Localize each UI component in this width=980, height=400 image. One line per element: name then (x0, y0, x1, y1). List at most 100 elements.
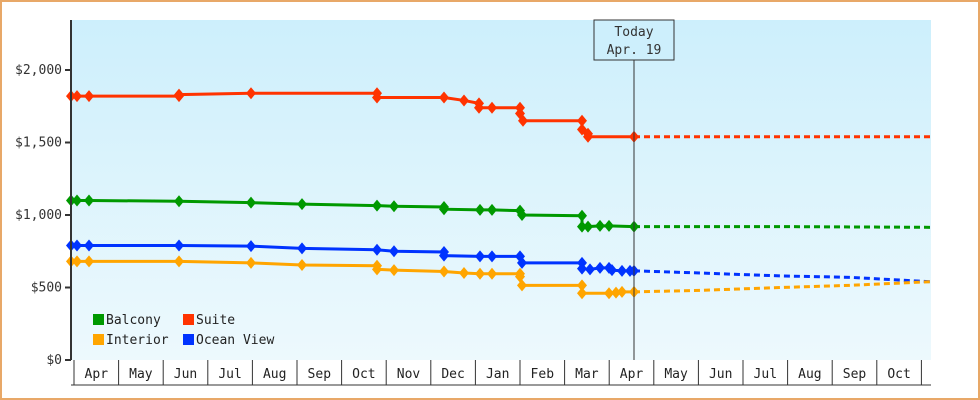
series-balcony (66, 194, 931, 233)
data-point[interactable] (577, 279, 587, 292)
data-point[interactable] (297, 242, 307, 255)
data-point[interactable] (174, 88, 184, 101)
data-point[interactable] (517, 256, 527, 269)
data-point[interactable] (604, 219, 614, 232)
data-point[interactable] (372, 199, 382, 212)
data-point[interactable] (246, 240, 256, 253)
month-label: Nov (397, 367, 421, 382)
month-label: Jul (218, 367, 241, 382)
today-marker: Today Apr. 19 (593, 19, 675, 360)
y-axis: $0 $500 $1,000 $1,500 $2,000 (15, 20, 72, 368)
legend-label: Interior (106, 333, 169, 348)
data-point[interactable] (174, 195, 184, 208)
plot-area (71, 20, 931, 360)
legend-item-interior[interactable]: Interior (93, 333, 169, 348)
legend-swatch (183, 334, 194, 345)
data-point[interactable] (84, 239, 94, 252)
data-point[interactable] (84, 194, 94, 207)
data-point[interactable] (439, 203, 449, 216)
legend-swatch (93, 314, 104, 325)
month-label: Sep (843, 367, 867, 382)
legend-item-balcony[interactable]: Balcony (93, 313, 161, 328)
legend-item-suite[interactable]: Suite (183, 313, 235, 328)
legend-label: Ocean View (196, 333, 274, 348)
data-point[interactable] (517, 279, 527, 292)
x-axis: Apr May Jun Jul Aug Sep Oct Nov Dec Jan Feb Mar Apr M… (71, 360, 931, 386)
month-label: Oct (887, 367, 910, 382)
data-point[interactable] (439, 91, 449, 104)
data-point[interactable] (585, 263, 595, 276)
data-point[interactable] (517, 209, 527, 221)
data-point[interactable] (617, 285, 627, 298)
y-tick-label: $500 (31, 281, 62, 296)
data-point[interactable] (487, 101, 497, 114)
month-label: Aug (798, 367, 821, 382)
data-point[interactable] (72, 255, 82, 268)
data-point[interactable] (577, 262, 587, 275)
data-point[interactable] (475, 267, 485, 280)
data-point[interactable] (459, 267, 469, 279)
data-point[interactable] (583, 220, 593, 233)
data-point[interactable] (389, 200, 399, 213)
data-point[interactable] (577, 209, 587, 222)
data-point[interactable] (474, 101, 484, 114)
data-point[interactable] (617, 264, 627, 277)
month-label: Jan (486, 367, 509, 382)
data-point[interactable] (604, 287, 614, 300)
data-point[interactable] (246, 196, 256, 209)
data-point[interactable] (611, 286, 621, 299)
data-point[interactable] (487, 250, 497, 263)
legend-swatch (183, 314, 194, 325)
month-label: Apr (620, 367, 644, 382)
month-label: Mar (575, 367, 599, 382)
data-point[interactable] (84, 90, 94, 103)
data-point[interactable] (577, 220, 587, 233)
data-point[interactable] (72, 239, 82, 252)
y-tick-label: $2,000 (15, 63, 62, 78)
data-point[interactable] (518, 114, 528, 127)
month-label: Aug (263, 367, 286, 382)
data-point[interactable] (577, 287, 587, 300)
data-point[interactable] (595, 261, 605, 274)
data-point[interactable] (607, 264, 617, 277)
data-point[interactable] (439, 265, 449, 278)
data-point[interactable] (583, 130, 593, 143)
legend-label: Suite (196, 313, 235, 328)
data-point[interactable] (515, 270, 525, 283)
today-label: Today (614, 25, 653, 40)
data-point[interactable] (487, 267, 497, 280)
data-point[interactable] (372, 263, 382, 276)
month-label: Dec (441, 367, 464, 382)
month-label: May (664, 367, 688, 382)
legend-item-ocean-view[interactable]: Ocean View (183, 333, 274, 348)
data-point[interactable] (174, 255, 184, 268)
data-point[interactable] (84, 255, 94, 268)
data-point[interactable] (459, 94, 469, 107)
data-point[interactable] (475, 203, 485, 216)
data-point[interactable] (389, 264, 399, 277)
data-point[interactable] (72, 194, 82, 207)
y-tick-label: $0 (46, 353, 62, 368)
data-point[interactable] (246, 87, 256, 100)
data-point[interactable] (246, 256, 256, 269)
data-point[interactable] (487, 203, 497, 216)
month-label: May (129, 367, 153, 382)
data-point[interactable] (297, 198, 307, 211)
series-interior (66, 255, 931, 300)
data-point[interactable] (174, 239, 184, 252)
data-point[interactable] (595, 219, 605, 232)
month-label: Feb (531, 367, 555, 382)
today-box (593, 19, 675, 61)
legend: Balcony Suite Interior Ocean View (93, 313, 274, 348)
data-point[interactable] (72, 90, 82, 103)
data-point[interactable] (475, 250, 485, 263)
data-point[interactable] (372, 243, 382, 256)
y-tick-label: $1,000 (15, 208, 62, 223)
data-point[interactable] (577, 114, 587, 127)
data-point[interactable] (297, 259, 307, 272)
month-label: Sep (308, 367, 332, 382)
data-point[interactable] (439, 249, 449, 262)
data-point[interactable] (372, 91, 382, 104)
series-layer (66, 87, 931, 300)
data-point[interactable] (389, 245, 399, 258)
